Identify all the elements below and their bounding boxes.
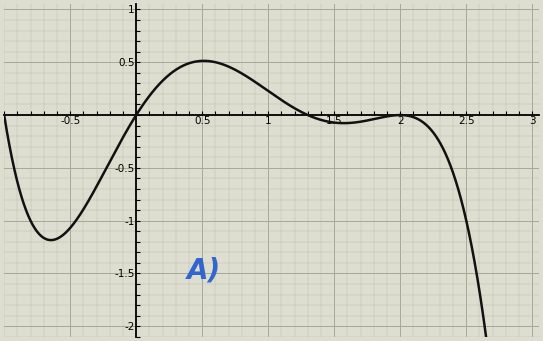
- Text: A): A): [186, 257, 220, 285]
